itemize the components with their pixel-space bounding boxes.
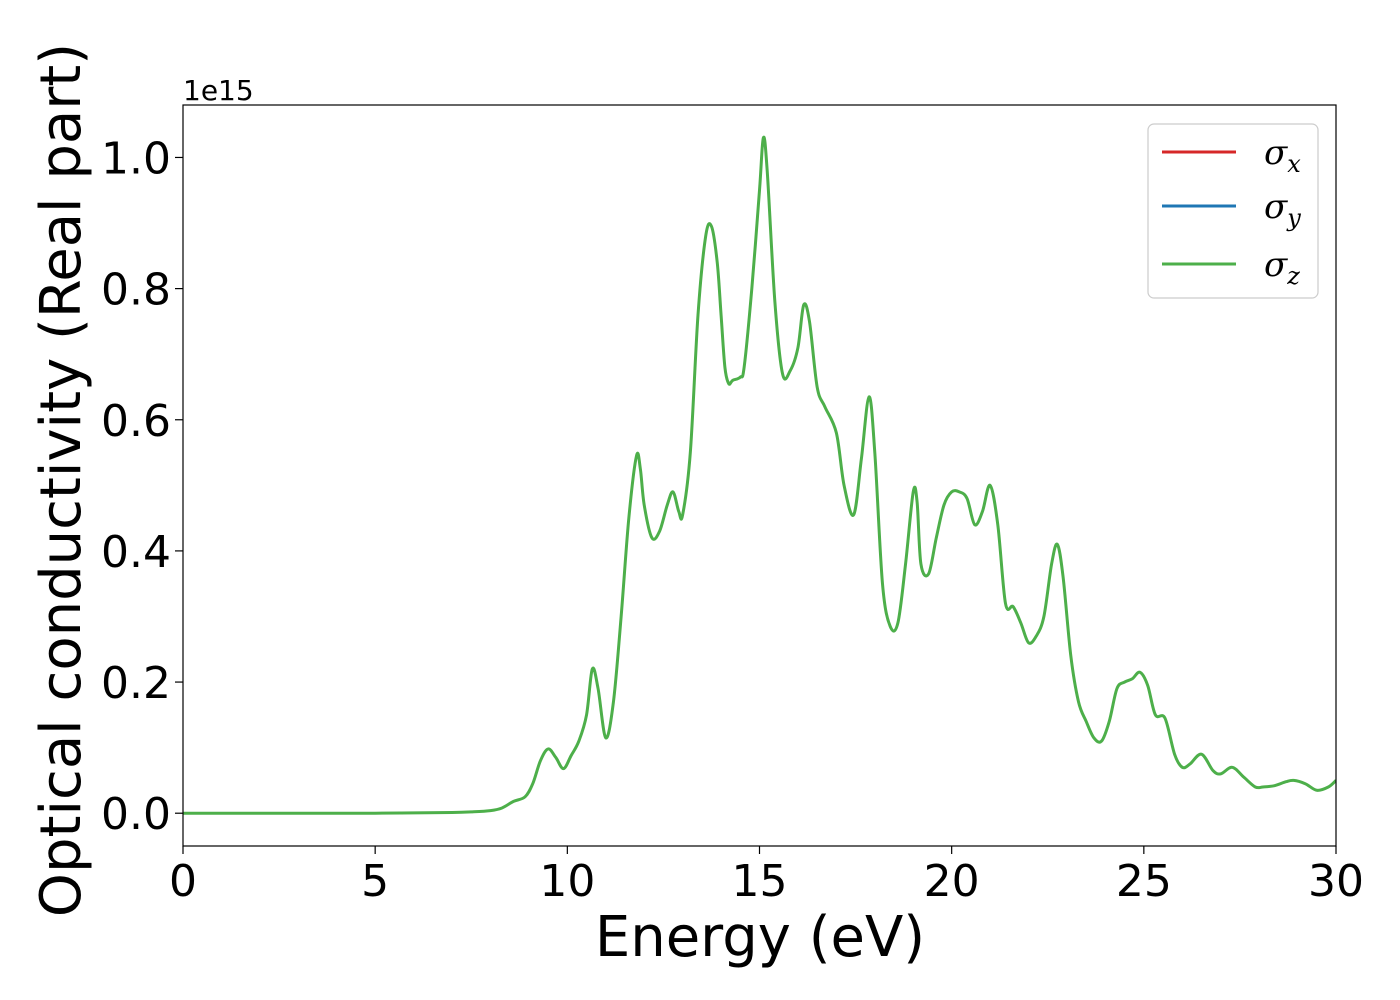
- legend-box: [1147, 123, 1319, 299]
- legend-label: σz: [1264, 245, 1300, 290]
- x-tick-label: 30: [1308, 856, 1364, 907]
- y-tick-label: 0.2: [101, 658, 171, 709]
- x-tick-label: 5: [361, 856, 389, 907]
- legend-label: σx: [1264, 133, 1301, 178]
- y-tick-label: 1.0: [101, 133, 171, 184]
- x-tick-label: 15: [732, 856, 788, 907]
- x-axis-title: Energy (eV): [595, 905, 925, 970]
- legend: σx σy σz: [1147, 123, 1319, 299]
- y-tick-label: 0.0: [101, 789, 171, 840]
- x-tick-label: 0: [169, 856, 197, 907]
- y-tick-label: 0.6: [101, 396, 171, 447]
- x-tick-label: 10: [539, 856, 595, 907]
- y-axis-title: Optical conductivity (Real part): [29, 43, 94, 917]
- x-tick-label: 20: [924, 856, 980, 907]
- legend-label: σy: [1264, 187, 1301, 232]
- y-axis: 0.0 0.2 0.4 0.6 0.8 1.0: [101, 133, 183, 840]
- y-offset-label: 1e15: [183, 74, 254, 107]
- y-tick-label: 0.4: [101, 527, 171, 578]
- x-tick-label: 25: [1116, 856, 1172, 907]
- x-axis: 0 5 10 15 20 25 30: [169, 846, 1364, 907]
- y-tick-label: 0.8: [101, 265, 171, 316]
- series-line-1: [183, 135, 1336, 815]
